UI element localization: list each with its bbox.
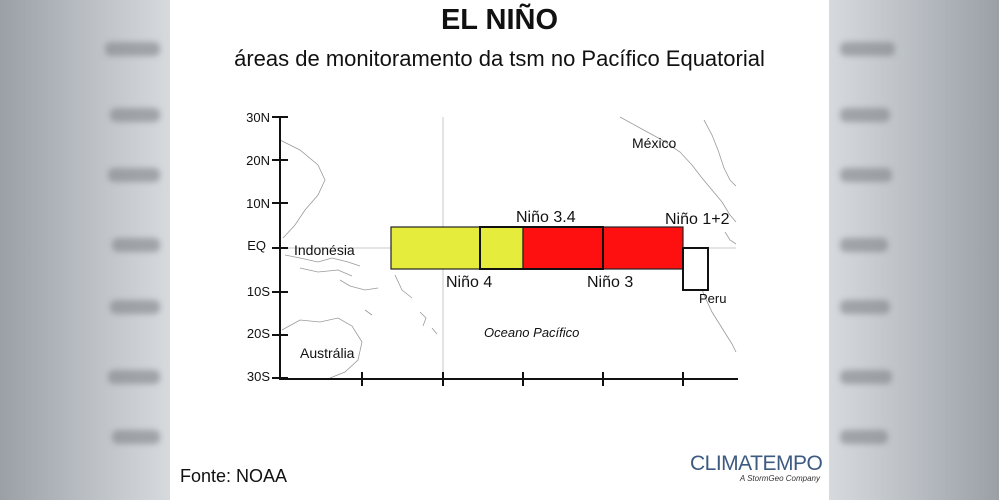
blurred-text <box>840 108 890 122</box>
label-ocean: Oceano Pacífico <box>484 325 579 340</box>
lon-ticks <box>361 372 684 386</box>
landmass-outlines <box>279 116 737 379</box>
lat-label: 30S <box>247 369 270 384</box>
label-nino34: Niño 3.4 <box>516 209 576 226</box>
lat-label: 20N <box>246 153 270 168</box>
lat-ticks <box>272 116 288 379</box>
blurred-text <box>105 42 160 56</box>
label-nino3: Niño 3 <box>587 274 633 291</box>
page-title: EL NIÑO <box>440 4 559 36</box>
blurred-text <box>112 430 160 444</box>
label-australia: Austrália <box>300 345 355 361</box>
climatempo-logo: CLIMATEMPO A StormGeo Company <box>690 452 823 483</box>
blurred-text <box>840 42 895 56</box>
label-indonesia: Indonésia <box>294 242 355 258</box>
nino12-region <box>682 247 709 291</box>
blurred-text <box>110 108 160 122</box>
lat-label: EQ <box>247 238 266 253</box>
lat-labels: 30N 20N 10N EQ 10S 20S 30S <box>246 110 270 384</box>
nino34-region <box>479 226 604 270</box>
blurred-text <box>108 168 160 182</box>
logo-tagline: A StormGeo Company <box>739 474 820 483</box>
blurred-text <box>840 430 888 444</box>
page-subtitle: áreas de monitoramento da tsm no Pacífic… <box>234 46 765 71</box>
lat-label: 10S <box>247 284 270 299</box>
label-mexico: México <box>632 135 677 151</box>
blurred-text <box>840 168 892 182</box>
label-peru: Peru <box>699 291 726 306</box>
blurred-text <box>840 238 888 252</box>
lat-label: 10N <box>246 196 270 211</box>
blurred-text <box>112 238 160 252</box>
lat-label: 30N <box>246 110 270 125</box>
nino4-region <box>390 226 524 270</box>
logo-wordmark: CLIMATEMPO <box>690 452 823 475</box>
lat-label: 20S <box>247 326 270 341</box>
blurred-text <box>108 370 160 384</box>
label-nino12: Niño 1+2 <box>665 211 730 228</box>
blurred-text <box>110 300 160 314</box>
blurred-text <box>840 300 890 314</box>
blurred-text <box>840 370 892 384</box>
source-note: Fonte: NOAA <box>180 466 288 486</box>
label-nino4: Niño 4 <box>446 274 492 291</box>
